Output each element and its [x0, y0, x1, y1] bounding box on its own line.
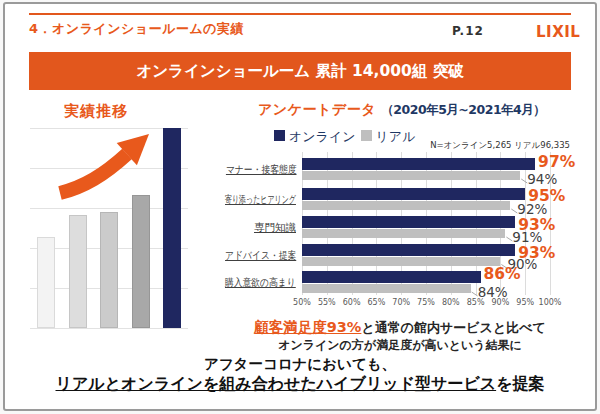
lixil-logo: LIXIL [536, 23, 580, 41]
slide-title: 4．オンラインショールームの実績 [29, 20, 244, 38]
category-label: マナー・接客態度 [225, 163, 296, 177]
survey-title-text: アンケートデータ [258, 101, 376, 117]
real-value-label: 84% [478, 284, 508, 300]
headline-banner: オンラインショールーム 累計 14,000組 突破 [29, 52, 571, 90]
footer-line2-rest: を提案 [496, 374, 544, 393]
legend-item: オンライン [274, 129, 356, 144]
conclusion-rest: と通常の館内サービスと比べて [361, 320, 545, 335]
legend-swatch [361, 130, 372, 141]
real-bar [302, 284, 471, 293]
real-value-label: 94% [527, 171, 557, 187]
category-label: アドバイス・提案 [225, 249, 296, 263]
trend-bar [132, 195, 150, 328]
footer-line2-underlined: リアルとオンラインを組み合わせたハイブリッド型サービス [56, 374, 497, 393]
online-bar [302, 188, 525, 200]
category-label: 寄り添ったヒアリング [225, 193, 296, 207]
real-bar [302, 201, 510, 210]
online-value-label: 86% [484, 265, 521, 283]
trend-bar [163, 128, 181, 328]
conclusion-highlight: 顧客満足度93% [254, 319, 361, 335]
legend-swatch [274, 130, 285, 141]
trend-bar [100, 212, 118, 328]
online-bar [302, 271, 481, 283]
online-bar [302, 244, 515, 256]
footer-line2: リアルとオンラインを組み合わせたハイブリッド型サービスを提案 [0, 374, 600, 395]
trend-bar [69, 215, 87, 328]
real-bar [302, 257, 500, 266]
legend-label: オンライン [289, 129, 356, 144]
category-label: 専門知識 [254, 221, 296, 235]
category-label: 購入意欲の高まり [225, 276, 296, 290]
growth-arrow-icon [52, 131, 154, 201]
online-bar [302, 216, 515, 228]
survey-legend: オンラインリアル [274, 128, 420, 146]
real-value-label: 92% [517, 201, 547, 217]
page-number: P.12 [452, 24, 484, 38]
trend-gridline [30, 328, 188, 329]
real-bar [302, 229, 505, 238]
conclusion-line2: オンラインの方が満足度が高いという結果に [235, 337, 565, 354]
trend-chart-title: 実績推移 [64, 102, 128, 121]
real-bar [302, 171, 520, 180]
survey-period: （2020年5月~2021年4月） [381, 102, 545, 117]
online-bar [302, 158, 535, 170]
online-value-label: 97% [538, 153, 575, 171]
trend-bar [37, 237, 55, 328]
conclusion-line1: 顧客満足度93%と通常の館内サービスと比べて [235, 317, 565, 337]
real-value-label: 91% [512, 229, 542, 245]
title-rule [29, 13, 571, 15]
survey-bar-chart: 50%55%60%65%70%75%80%85%90%95%100%マナー・接客… [228, 150, 588, 315]
survey-title: アンケートデータ （2020年5月~2021年4月） [258, 101, 545, 119]
footer-line1: アフターコロナにおいても、 [0, 355, 600, 374]
